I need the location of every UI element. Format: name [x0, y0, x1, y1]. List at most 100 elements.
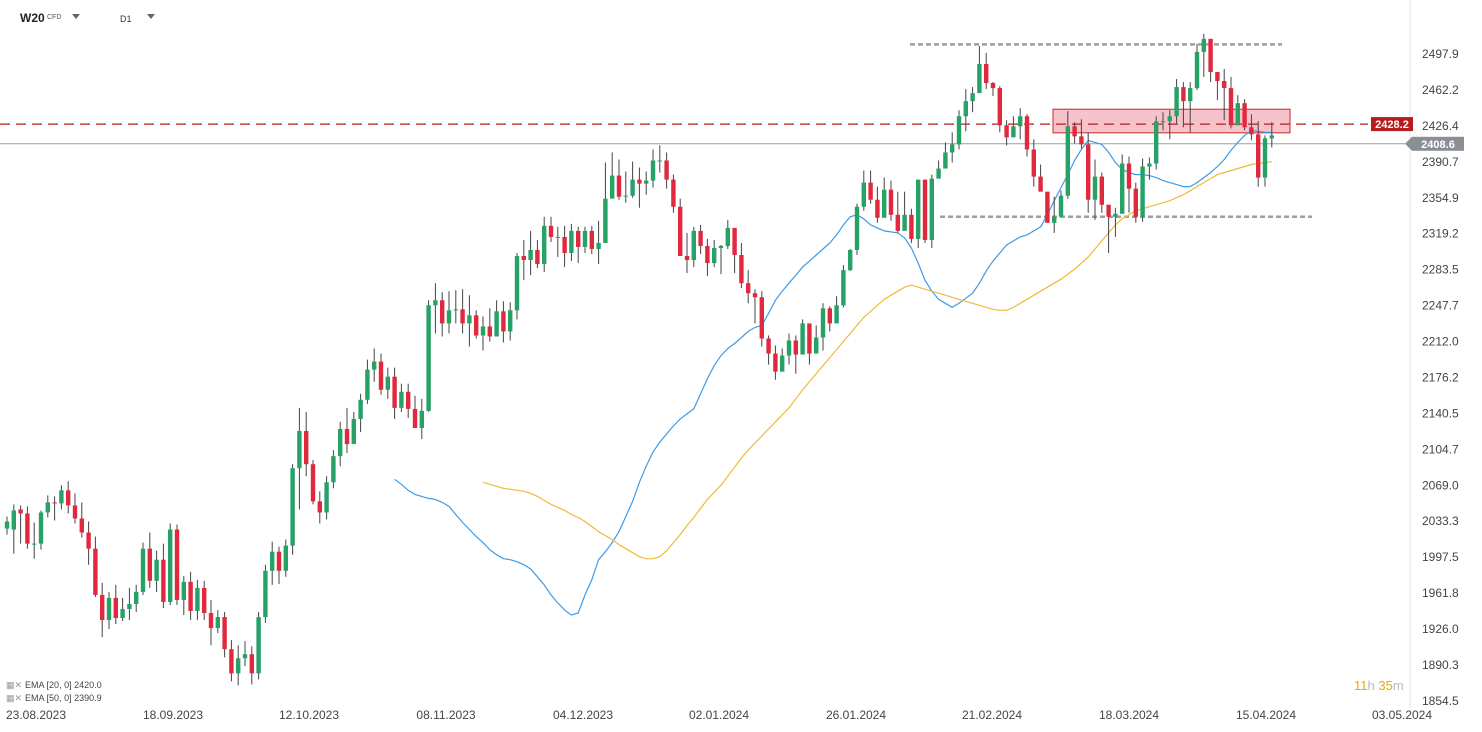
candle-down[interactable] — [249, 654, 254, 674]
candle-down[interactable] — [1228, 88, 1234, 126]
candle-up[interactable] — [1154, 121, 1159, 164]
candle-up[interactable] — [32, 543, 37, 545]
candle-up[interactable] — [351, 418, 356, 445]
candle-down[interactable] — [990, 83, 996, 89]
candle-up[interactable] — [4, 521, 10, 529]
candle-down[interactable] — [86, 532, 91, 549]
candle-up[interactable] — [1120, 163, 1125, 214]
timeframe-dropdown-icon[interactable] — [147, 14, 155, 19]
candle-down[interactable] — [698, 230, 703, 246]
candle-up[interactable] — [977, 63, 982, 94]
candle-up[interactable] — [154, 559, 159, 581]
candle-up[interactable] — [236, 658, 241, 674]
candle-down[interactable] — [922, 179, 928, 240]
candle-up[interactable] — [916, 179, 921, 239]
candle-up[interactable] — [820, 308, 826, 338]
candle-up[interactable] — [1052, 216, 1057, 223]
candle-down[interactable] — [412, 408, 418, 428]
candle-down[interactable] — [616, 175, 622, 197]
candle-up[interactable] — [372, 361, 377, 370]
candle-down[interactable] — [460, 309, 465, 324]
candle-up[interactable] — [385, 376, 390, 390]
candle-down[interactable] — [317, 501, 322, 513]
candle-up[interactable] — [1160, 121, 1166, 123]
candle-down[interactable] — [113, 597, 118, 619]
candle-down[interactable] — [1181, 87, 1186, 102]
candle-down[interactable] — [732, 227, 737, 256]
candle-down[interactable] — [222, 617, 227, 650]
candle-down[interactable] — [1079, 136, 1084, 145]
candle-up[interactable] — [725, 227, 730, 246]
candle-down[interactable] — [909, 214, 914, 239]
candle-down[interactable] — [202, 587, 207, 614]
candle-down[interactable] — [229, 649, 234, 674]
candle-down[interactable] — [147, 548, 152, 581]
candle-down[interactable] — [1126, 163, 1132, 189]
candle-down[interactable] — [535, 249, 540, 265]
candle-down[interactable] — [752, 293, 758, 298]
candle-down[interactable] — [875, 199, 880, 218]
candle-down[interactable] — [664, 160, 669, 180]
candle-up[interactable] — [134, 591, 139, 604]
candle-down[interactable] — [589, 230, 594, 249]
candle-up[interactable] — [1188, 88, 1193, 102]
candle-down[interactable] — [1106, 204, 1111, 217]
candle-up[interactable] — [297, 430, 302, 469]
candle-up[interactable] — [358, 399, 363, 419]
candle-up[interactable] — [263, 570, 268, 618]
candle-down[interactable] — [1004, 125, 1009, 138]
candle-down[interactable] — [344, 428, 350, 445]
candle-down[interactable] — [487, 326, 492, 337]
candle-down[interactable] — [521, 256, 526, 261]
candle-up[interactable] — [623, 195, 628, 197]
candle-down[interactable] — [1215, 72, 1220, 82]
candle-down[interactable] — [474, 315, 479, 336]
candle-up[interactable] — [181, 581, 186, 600]
candle-down[interactable] — [1256, 134, 1261, 178]
candle-up[interactable] — [786, 340, 792, 356]
candle-up[interactable] — [256, 617, 261, 674]
candle-down[interactable] — [827, 308, 832, 324]
candle-up[interactable] — [331, 456, 336, 483]
candle-up[interactable] — [215, 617, 220, 629]
candle-up[interactable] — [106, 597, 112, 621]
candle-down[interactable] — [25, 513, 30, 544]
candle-up[interactable] — [59, 490, 64, 504]
candle-down[interactable] — [576, 230, 581, 247]
candle-up[interactable] — [168, 529, 173, 602]
candle-up[interactable] — [1065, 126, 1070, 196]
candle-up[interactable] — [270, 551, 275, 571]
candle-up[interactable] — [1201, 38, 1206, 52]
candle-down[interactable] — [66, 490, 71, 506]
candle-up[interactable] — [596, 242, 601, 249]
candle-down[interactable] — [1086, 144, 1091, 200]
candle-up[interactable] — [195, 587, 200, 611]
candle-down[interactable] — [1072, 126, 1077, 137]
candle-up[interactable] — [127, 603, 132, 609]
candle-up[interactable] — [338, 428, 343, 457]
candle-down[interactable] — [501, 311, 506, 332]
candle-up[interactable] — [555, 236, 560, 238]
candle-up[interactable] — [426, 305, 431, 411]
candle-down[interactable] — [72, 505, 78, 519]
candle-up[interactable] — [38, 512, 44, 544]
candle-up[interactable] — [283, 545, 288, 571]
candle-down[interactable] — [746, 283, 751, 294]
candle-down[interactable] — [304, 430, 309, 465]
candle-up[interactable] — [446, 310, 452, 324]
candle-up[interactable] — [814, 337, 819, 354]
candle-down[interactable] — [100, 594, 105, 621]
candle-up[interactable] — [569, 230, 574, 254]
remove-indicator-icon[interactable]: ▦✕ — [6, 693, 23, 703]
candle-up[interactable] — [936, 168, 941, 179]
candle-up[interactable] — [902, 214, 907, 231]
candle-down[interactable] — [1038, 176, 1043, 192]
candle-up[interactable] — [854, 206, 860, 250]
candle-up[interactable] — [514, 256, 520, 311]
candle-down[interactable] — [671, 179, 676, 207]
candle-down[interactable] — [1133, 188, 1138, 217]
candle-up[interactable] — [1058, 195, 1064, 217]
candle-up[interactable] — [644, 180, 649, 184]
candle-down[interactable] — [705, 245, 710, 264]
